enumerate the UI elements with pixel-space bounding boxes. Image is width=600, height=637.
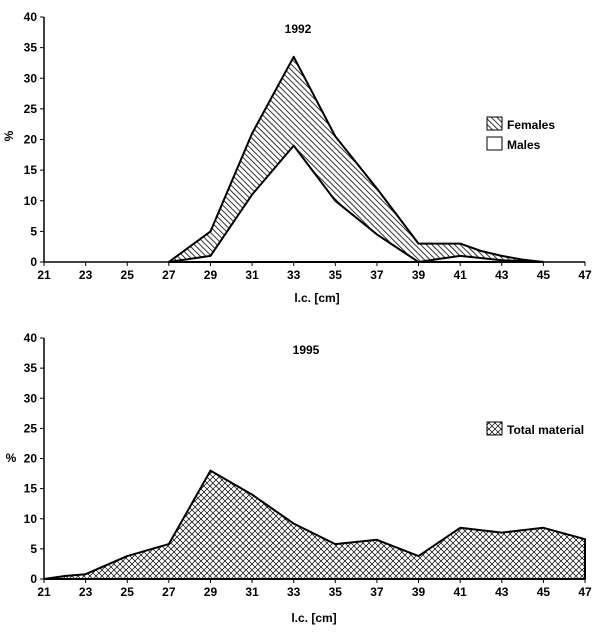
legend-swatch-males: [486, 136, 503, 151]
y-tick-label: 30: [24, 391, 38, 405]
x-tick-label: 45: [537, 585, 551, 599]
legend-label-males: Males: [507, 138, 541, 152]
chart-1992-title: 1992: [285, 22, 312, 36]
x-tick-label: 43: [495, 268, 509, 282]
y-tick-label: 30: [24, 71, 38, 85]
y-tick-label: 10: [24, 512, 38, 526]
chart-1992-y-ticks: 0 5 10 15 20 25 30 35 40: [24, 10, 44, 269]
y-tick-label: 15: [24, 163, 38, 177]
x-tick-label: 21: [37, 585, 51, 599]
chart-1992-ylabel: %: [2, 130, 16, 141]
y-tick-label: 0: [30, 255, 37, 269]
x-tick-label: 35: [329, 268, 343, 282]
chart-1992-xlabel: l.c. [cm]: [294, 291, 339, 305]
x-tick-label: 23: [79, 268, 93, 282]
x-tick-label: 43: [495, 585, 509, 599]
x-tick-label: 47: [578, 585, 592, 599]
y-tick-label: 25: [24, 421, 38, 435]
y-tick-label: 5: [30, 542, 37, 556]
y-tick-label: 35: [24, 361, 38, 375]
x-tick-label: 33: [287, 268, 301, 282]
y-tick-label: 0: [30, 572, 37, 586]
y-tick-label: 20: [24, 133, 38, 147]
x-tick-label: 47: [578, 268, 592, 282]
x-tick-label: 23: [79, 585, 93, 599]
x-tick-label: 31: [245, 585, 259, 599]
x-tick-label: 25: [121, 585, 135, 599]
x-tick-label: 27: [162, 268, 176, 282]
x-tick-label: 29: [204, 585, 218, 599]
chart-1995-ylabel: %: [6, 451, 17, 465]
chart-1992-legend: Females Males: [486, 116, 555, 152]
chart-1995-y-ticks: 0 5 10 15 20 25 30 35 40: [24, 331, 44, 586]
x-tick-label: 35: [329, 585, 343, 599]
y-tick-label: 35: [24, 41, 38, 55]
y-tick-label: 10: [24, 194, 38, 208]
y-tick-label: 15: [24, 482, 38, 496]
y-tick-label: 40: [24, 331, 38, 345]
legend-label-females: Females: [507, 118, 555, 132]
x-tick-label: 37: [370, 585, 384, 599]
chart-1995: 1995 % l.c. [cm] 0 5 10 15 20 25 30 35 40 21 23 25…: [6, 331, 592, 625]
x-tick-label: 21: [37, 268, 51, 282]
chart-1995-title: 1995: [293, 343, 320, 357]
y-tick-label: 20: [24, 452, 38, 466]
x-tick-label: 41: [453, 268, 467, 282]
chart-1992-x-ticks: 21 23 25 27 29 31 33 35 37 39 41 43 45 47: [37, 262, 592, 282]
chart-1992-plot: [167, 55, 545, 263]
y-tick-label: 5: [30, 224, 37, 238]
x-tick-label: 39: [412, 268, 426, 282]
y-tick-label: 25: [24, 102, 38, 116]
chart-1995-plot: [43, 469, 586, 580]
chart-1992: 1992 % l.c. [cm] 0 5 10 15 20 25 30 35 40 21 23 25…: [2, 10, 592, 305]
x-tick-label: 45: [537, 268, 551, 282]
x-tick-label: 37: [370, 268, 384, 282]
chart-1995-xlabel: l.c. [cm]: [291, 611, 336, 625]
x-tick-label: 33: [287, 585, 301, 599]
legend-label-total-material: Total material: [507, 423, 584, 437]
chart-1995-x-ticks: 21 23 25 27 29 31 33 35 37 39 41 43 45 47: [37, 579, 592, 599]
x-tick-label: 25: [121, 268, 135, 282]
x-tick-label: 29: [204, 268, 218, 282]
x-tick-label: 27: [162, 585, 176, 599]
legend-swatch-total-material: [486, 421, 503, 436]
chart-1995-legend: Total material: [486, 421, 584, 437]
series-total-material-area: [43, 469, 586, 580]
y-tick-label: 40: [24, 10, 38, 24]
x-tick-label: 39: [412, 585, 426, 599]
x-tick-label: 41: [453, 585, 467, 599]
legend-swatch-females: [486, 116, 503, 131]
x-tick-label: 31: [245, 268, 259, 282]
series-males-area: [167, 144, 545, 263]
